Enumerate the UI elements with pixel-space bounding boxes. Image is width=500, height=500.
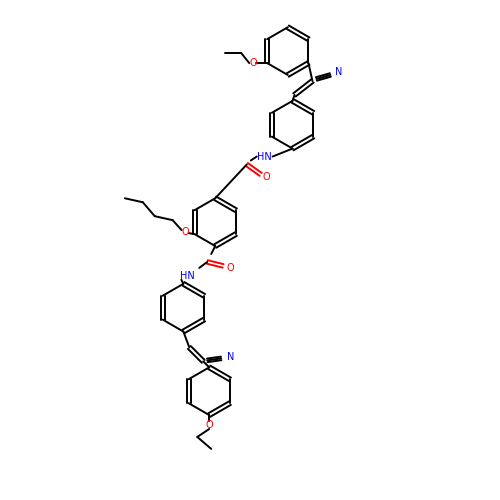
- Text: HN: HN: [180, 271, 194, 281]
- Text: O: O: [182, 227, 190, 237]
- Text: N: N: [334, 67, 342, 77]
- Text: HN: HN: [258, 152, 272, 162]
- Text: O: O: [250, 58, 257, 68]
- Text: N: N: [228, 352, 235, 362]
- Text: O: O: [226, 263, 234, 273]
- Text: O: O: [263, 172, 270, 182]
- Text: O: O: [206, 420, 213, 430]
